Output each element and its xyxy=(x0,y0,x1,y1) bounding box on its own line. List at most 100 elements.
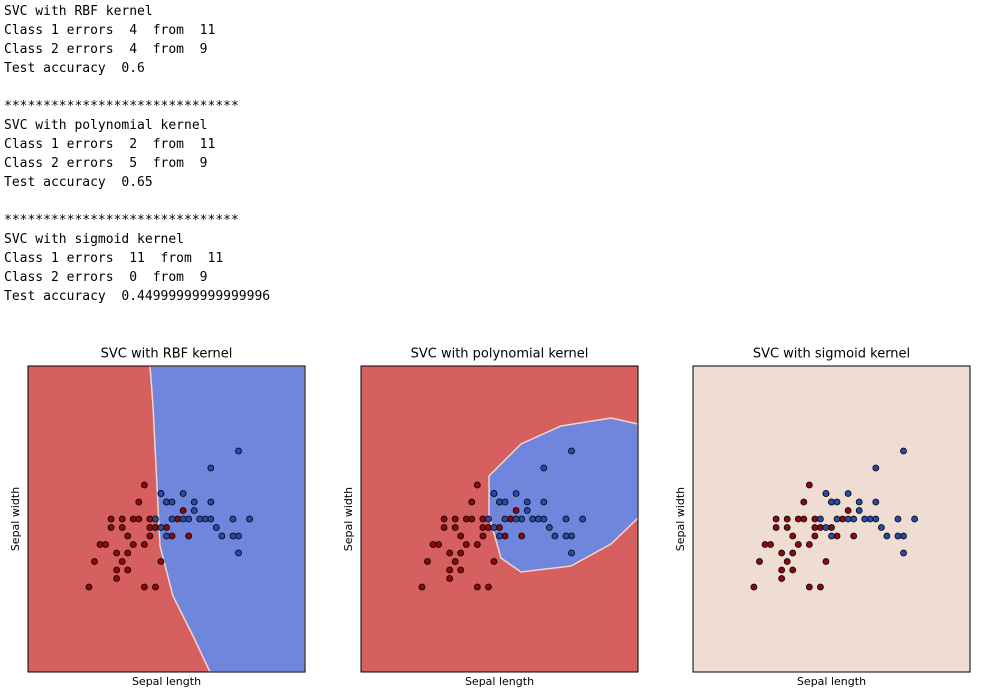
scatter-point xyxy=(568,447,575,455)
scatter-point xyxy=(783,515,791,523)
scatter-point xyxy=(512,515,520,523)
scatter-point xyxy=(146,532,154,540)
scatter-point xyxy=(135,515,143,523)
scatter-point xyxy=(490,558,498,565)
scatter-point xyxy=(833,515,841,523)
scatter-point xyxy=(429,541,437,548)
scatter-point xyxy=(157,490,165,497)
scatter-point xyxy=(507,515,514,523)
scatter-point xyxy=(140,481,148,489)
scatter-point xyxy=(523,507,531,514)
scatter-point xyxy=(490,490,498,497)
scatter-point xyxy=(190,507,198,514)
scatter-point xyxy=(828,532,835,540)
scatter-point xyxy=(485,515,492,523)
scatter-point xyxy=(850,532,858,540)
scatter-point xyxy=(496,498,503,506)
scatter-point xyxy=(540,498,548,506)
scatter-point xyxy=(485,583,492,591)
output-line: Test accuracy 0.6 xyxy=(4,61,145,76)
scatter-point xyxy=(118,558,126,565)
scatter-point xyxy=(789,566,797,574)
x-axis-label: Sepal length xyxy=(465,675,534,688)
scatter-point xyxy=(828,524,835,531)
scatter-point xyxy=(811,515,819,523)
output-line: SVC with RBF kernel xyxy=(4,4,153,19)
scatter-point xyxy=(113,575,121,582)
scatter-point xyxy=(163,498,170,506)
scatter-point xyxy=(833,498,841,506)
scatter-point xyxy=(446,549,454,557)
y-axis-label: Sepal width xyxy=(674,487,687,551)
scatter-point xyxy=(900,532,907,540)
scatter-point xyxy=(529,515,537,523)
scatter-point xyxy=(152,583,159,591)
scatter-point xyxy=(446,575,454,582)
scatter-point xyxy=(207,515,215,523)
plot-frame xyxy=(360,365,639,673)
scatter-point xyxy=(473,481,481,489)
scatter-point xyxy=(540,464,548,472)
scatter-point xyxy=(168,532,176,540)
y-axis-label: Sepal width xyxy=(342,487,355,551)
scatter-point xyxy=(872,498,880,506)
scatter-point xyxy=(424,558,431,565)
scatter-point xyxy=(811,524,819,531)
scatter-point xyxy=(568,549,575,557)
scatter-point xyxy=(190,498,198,506)
scatter-point xyxy=(767,541,774,548)
scatter-point xyxy=(462,541,470,548)
scatter-point xyxy=(140,541,148,548)
scatter-point xyxy=(501,532,509,540)
y-axis-label: Sepal width xyxy=(9,487,22,551)
scatter-point xyxy=(900,549,907,557)
scatter-point xyxy=(844,515,852,523)
scatter-point xyxy=(457,566,465,574)
scatter-point xyxy=(196,515,204,523)
scatter-point xyxy=(805,481,813,489)
scatter-point xyxy=(877,524,885,531)
scatter-point xyxy=(883,532,891,540)
output-line: Test accuracy 0.44999999999999996 xyxy=(4,289,271,304)
scatter-point xyxy=(512,507,520,514)
scatter-point xyxy=(435,541,442,548)
scatter-point xyxy=(485,524,492,531)
output-line: Test accuracy 0.65 xyxy=(4,175,153,190)
scatter-point xyxy=(794,541,802,548)
scatter-point xyxy=(540,515,548,523)
scatter-point xyxy=(805,541,813,548)
scatter-point xyxy=(102,541,109,548)
scatter-point xyxy=(894,515,902,523)
scatter-point xyxy=(872,515,880,523)
scatter-point xyxy=(568,532,575,540)
scatter-point xyxy=(805,583,813,591)
scatter-point xyxy=(783,558,791,565)
output-line: Class 1 errors 2 from 11 xyxy=(4,137,216,152)
scatter-point xyxy=(817,515,824,523)
scatter-point xyxy=(534,515,542,523)
scatter-point xyxy=(218,532,226,540)
scatter-point xyxy=(545,524,553,531)
scatter-point xyxy=(107,524,115,531)
scatter-point xyxy=(822,558,830,565)
plot-title: SVC with sigmoid kernel xyxy=(753,347,910,362)
output-line: Class 2 errors 4 from 9 xyxy=(4,42,208,57)
scatter-point xyxy=(844,490,852,497)
scatter-point xyxy=(451,524,459,531)
scatter-point xyxy=(174,515,181,523)
scatter-point xyxy=(861,515,869,523)
scatter-point xyxy=(179,515,187,523)
scatter-point xyxy=(229,532,237,540)
plot-frame xyxy=(692,365,971,673)
plot-bg xyxy=(28,365,306,673)
scatter-point xyxy=(844,507,852,514)
scatter-point xyxy=(562,515,570,523)
scatter-point xyxy=(85,583,93,591)
scatter-point xyxy=(772,515,780,523)
output-line: SVC with polynomial kernel xyxy=(4,118,208,133)
output-block: SVC with RBF kernel Class 1 errors 4 from… xyxy=(4,2,270,78)
scatter-point xyxy=(124,549,132,557)
scatter-point xyxy=(562,532,570,540)
